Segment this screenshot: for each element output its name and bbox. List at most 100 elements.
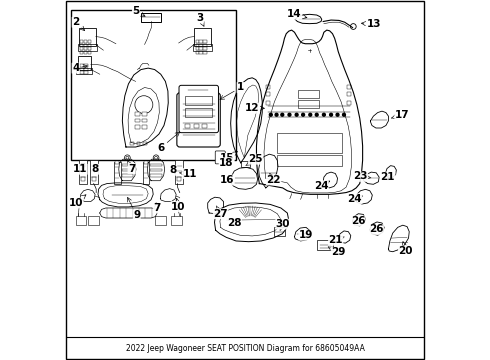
Text: 10: 10 [69, 195, 86, 208]
Bar [80, 40, 83, 43]
Bar [172, 216, 182, 225]
Bar [84, 44, 87, 46]
Bar [199, 44, 203, 46]
Bar [143, 125, 147, 129]
Bar [66, 337, 424, 359]
Bar [84, 51, 87, 54]
Circle shape [322, 113, 325, 116]
Bar [81, 163, 85, 167]
Bar [114, 162, 121, 184]
Bar [347, 85, 351, 89]
Circle shape [281, 113, 284, 116]
Text: 3: 3 [196, 13, 204, 26]
Bar [88, 47, 91, 50]
Text: 22: 22 [267, 174, 281, 185]
Bar [194, 124, 199, 128]
Text: 18: 18 [219, 158, 234, 168]
Bar [347, 101, 351, 105]
Bar [194, 28, 211, 45]
Text: 4: 4 [72, 63, 87, 73]
Bar [347, 92, 351, 96]
Text: 26: 26 [369, 225, 384, 234]
Text: 8: 8 [170, 165, 177, 175]
Bar [199, 51, 203, 54]
Bar [185, 124, 190, 128]
Bar [196, 44, 199, 46]
Bar [84, 47, 87, 50]
Bar [196, 40, 199, 43]
Bar [194, 44, 212, 51]
Bar [185, 96, 212, 105]
Bar [135, 125, 140, 129]
Bar [78, 28, 96, 45]
Bar [81, 177, 85, 181]
Bar [76, 216, 87, 225]
Bar [318, 239, 333, 249]
Bar [266, 92, 270, 96]
Bar [88, 40, 91, 43]
Bar [88, 216, 98, 225]
Text: 13: 13 [362, 19, 381, 30]
Bar [196, 51, 199, 54]
Text: 29: 29 [328, 247, 345, 257]
Bar [203, 44, 207, 46]
Bar [175, 160, 183, 184]
Bar [177, 177, 181, 181]
Bar [78, 44, 97, 51]
Bar [137, 142, 140, 145]
Bar [78, 56, 91, 69]
Text: 24: 24 [314, 181, 330, 191]
Circle shape [309, 113, 312, 116]
Bar [90, 160, 98, 184]
Bar [135, 119, 140, 122]
Bar [199, 47, 203, 50]
Text: 1: 1 [220, 82, 245, 99]
Bar [84, 71, 88, 74]
Bar [150, 174, 162, 177]
Bar [199, 40, 203, 43]
Text: 2022 Jeep Wagoneer SEAT POSITION Diagram for 68605049AA: 2022 Jeep Wagoneer SEAT POSITION Diagram… [125, 344, 365, 353]
Bar [122, 163, 133, 166]
Bar [185, 108, 212, 117]
Bar [242, 161, 250, 167]
Bar [76, 68, 92, 74]
Bar [150, 163, 162, 166]
Text: 12: 12 [245, 103, 265, 113]
Bar [84, 64, 88, 67]
Bar [122, 174, 133, 177]
Bar [202, 124, 207, 128]
Circle shape [275, 113, 278, 116]
Bar [122, 168, 133, 171]
Text: 8: 8 [92, 164, 98, 174]
Text: 9: 9 [127, 197, 140, 220]
Bar [150, 168, 162, 171]
Bar [80, 44, 83, 46]
Text: 15: 15 [220, 152, 237, 163]
Text: 28: 28 [227, 218, 242, 228]
Text: 20: 20 [398, 242, 413, 256]
Bar [196, 47, 199, 50]
FancyBboxPatch shape [215, 151, 225, 164]
Circle shape [336, 113, 339, 116]
Text: 17: 17 [392, 110, 409, 120]
Bar [79, 160, 87, 184]
Text: 25: 25 [246, 154, 263, 166]
Text: 5: 5 [132, 6, 145, 17]
Circle shape [343, 113, 345, 116]
Bar [115, 161, 120, 164]
Text: 10: 10 [171, 198, 186, 212]
Circle shape [270, 113, 272, 116]
Bar [135, 112, 140, 116]
Text: 27: 27 [213, 206, 228, 219]
Bar [203, 51, 207, 54]
Bar [92, 177, 96, 181]
Bar [266, 85, 270, 89]
Bar [143, 112, 147, 116]
Bar [143, 162, 149, 184]
FancyBboxPatch shape [177, 93, 220, 147]
Bar [130, 142, 134, 145]
Text: 11: 11 [73, 164, 87, 174]
Text: 26: 26 [351, 216, 365, 226]
FancyBboxPatch shape [141, 13, 161, 22]
Circle shape [295, 113, 298, 116]
